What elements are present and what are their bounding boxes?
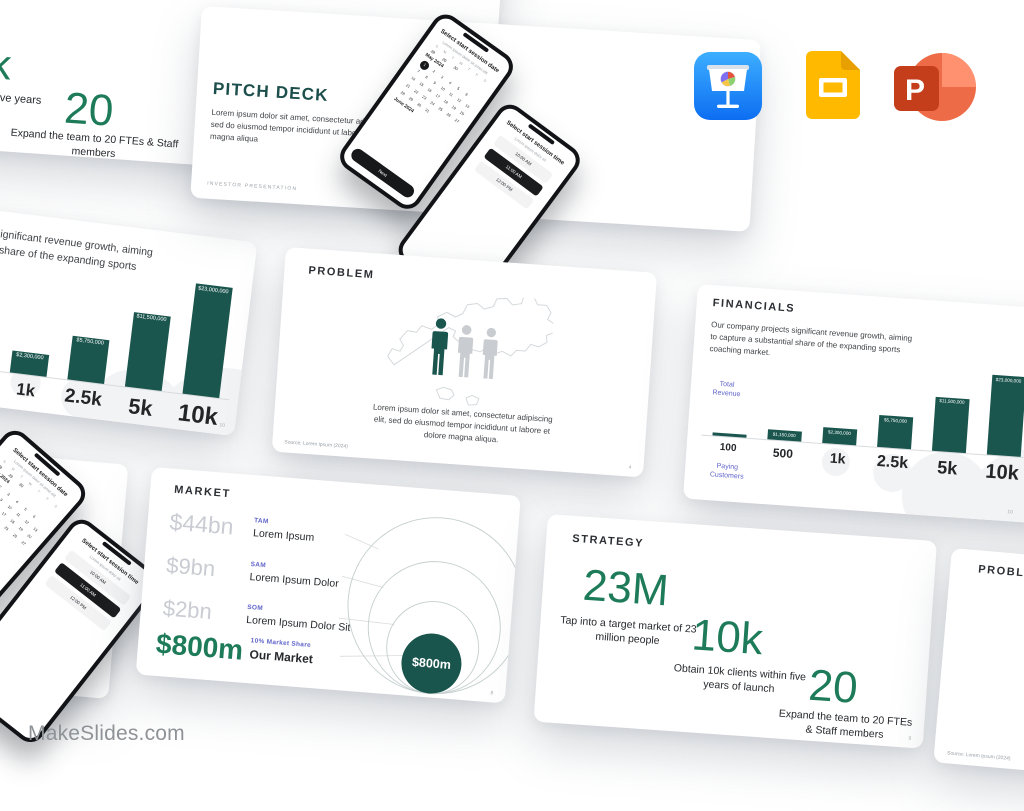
- sam-tag: SAM: [250, 561, 267, 570]
- person-icon-gray: [456, 324, 475, 378]
- bar-value-label: $23,000,000: [995, 376, 1022, 384]
- stat-clients: 10k: [0, 36, 13, 89]
- slide-problem-cropped: PROBLEM Source: Lorem Ipsum (2024): [933, 548, 1024, 811]
- slide-financials: FINANCIALS Our company projects signific…: [683, 284, 1024, 538]
- investor-presentation-footer: INVESTOR PRESENTATION: [206, 180, 298, 193]
- bar-value-label: $11,500,000: [939, 398, 965, 405]
- slide-strategy: STRATEGY 23M Tap into a target market of…: [533, 514, 938, 749]
- tam-tag: TAM: [253, 517, 269, 526]
- people-icons: [429, 317, 499, 380]
- bar-value-label: $2,300,000: [15, 352, 44, 362]
- next-button: Next: [348, 146, 417, 200]
- tam-label: Lorem Ipsum: [252, 527, 315, 544]
- stat-market-caption: Tap into a target market of 23 million p…: [559, 614, 697, 648]
- x-tick-label: 1k: [15, 379, 37, 401]
- tam-sam-som-circles: $800m: [338, 517, 521, 695]
- slide-problem: PROBLEM Lorem ipsum dolor sit amet, cons…: [271, 247, 658, 478]
- stat-clients: 10k: [690, 610, 765, 665]
- pitch-deck-title: PITCH DECK: [212, 78, 330, 105]
- x-tick-label: 5k: [127, 393, 154, 421]
- stat-team-caption: Expand the team to 20 FTEs & Staff membe…: [778, 707, 913, 742]
- problem-title: PROBLEM: [977, 563, 1024, 582]
- bar-value-label: $5,750,000: [883, 416, 908, 424]
- bar-1k: $2,300,000: [821, 427, 857, 446]
- bar-5k: $11,500,000: [124, 311, 171, 391]
- page-number: 4: [628, 464, 632, 471]
- bar-value-label: $11,500,000: [136, 313, 167, 324]
- revenue-bar-chart: $1,150,000$2,300,000$5,750,000$11,500,00…: [0, 247, 243, 433]
- tam-value: $44bn: [168, 508, 235, 540]
- person-icon-gray: [481, 327, 499, 380]
- page-number: 9: [148, 169, 152, 176]
- bubble-label: $800m: [411, 655, 451, 672]
- x-axis-label: Paying Customers: [709, 462, 744, 481]
- bar-value-label: $23,000,000: [197, 285, 229, 295]
- our-market-bubble: [401, 633, 462, 694]
- stat-clients-caption: Obtain 10k clients within five years of …: [673, 662, 807, 696]
- market-title: MARKET: [173, 483, 232, 501]
- x-tick-label: 2.5k: [876, 452, 909, 473]
- bar-value-label: $1,150,000: [772, 431, 796, 439]
- svg-text:P: P: [905, 74, 925, 107]
- bar-1k: $2,300,000: [9, 350, 49, 377]
- x-tick-label: 1k: [829, 449, 847, 467]
- bar-2.5k: $5,750,000: [66, 335, 109, 384]
- slide-market: MARKET $44bn TAM Lorem Ipsum $9bn SAM Lo…: [135, 467, 521, 704]
- strategy-title: STRATEGY: [571, 532, 645, 550]
- bar-2.5k: $5,750,000: [876, 414, 913, 450]
- stat-market: 23M: [581, 560, 671, 616]
- x-tick-label: 5k: [936, 457, 958, 479]
- our-market-value: $800m: [154, 627, 245, 666]
- sam-label: Lorem Ipsum Dolor: [249, 571, 340, 590]
- som-value: $2bn: [162, 595, 213, 625]
- x-tick-label: 10k: [984, 460, 1020, 485]
- source-note: Source: Lorem Ipsum (2024): [284, 439, 349, 450]
- stat-team-caption: Expand the team to 20 FTEs & Staff membe…: [10, 126, 179, 161]
- problem-title: PROBLEM: [307, 264, 375, 282]
- keynote-icon[interactable]: [694, 52, 762, 125]
- x-tick-label: 500: [772, 445, 794, 462]
- google-slides-icon[interactable]: [806, 51, 860, 124]
- powerpoint-icon[interactable]: P: [891, 50, 979, 129]
- our-market-label: Our Market: [249, 647, 314, 667]
- page-number: 10: [218, 422, 226, 429]
- bar-value-label: $2,300,000: [827, 428, 852, 436]
- financials-title: FINANCIALS: [712, 297, 796, 315]
- page-number: 10: [1007, 509, 1014, 516]
- bar-value-label: $5,750,000: [76, 337, 105, 347]
- source-note: Source: Lorem Ipsum (2024): [946, 750, 1011, 762]
- page-number: 9: [908, 735, 912, 742]
- bar-5k: $11,500,000: [931, 396, 970, 454]
- person-icon-teal: [429, 317, 450, 376]
- slide-pitch-deck: PITCH DECK Lorem ipsum dolor sit amet, c…: [190, 6, 761, 312]
- stat-team: 20: [806, 660, 860, 713]
- makeslides-watermark[interactable]: MakeSlides.com: [28, 722, 185, 745]
- bar-10k: $23,000,000: [181, 283, 233, 399]
- som-tag: SOM: [247, 603, 264, 613]
- bar-10k: $23,000,000: [986, 374, 1024, 457]
- slide-phone-mockups-cropped: Select start session date Lorem ipsum do…: [0, 424, 165, 749]
- x-tick-label: 2.5k: [63, 385, 104, 411]
- page-number: 8: [490, 690, 494, 697]
- sam-value: $9bn: [165, 552, 217, 582]
- x-tick-label: 100: [719, 441, 737, 455]
- slide-financials-cropped: Our company projects significant revenue…: [0, 168, 258, 437]
